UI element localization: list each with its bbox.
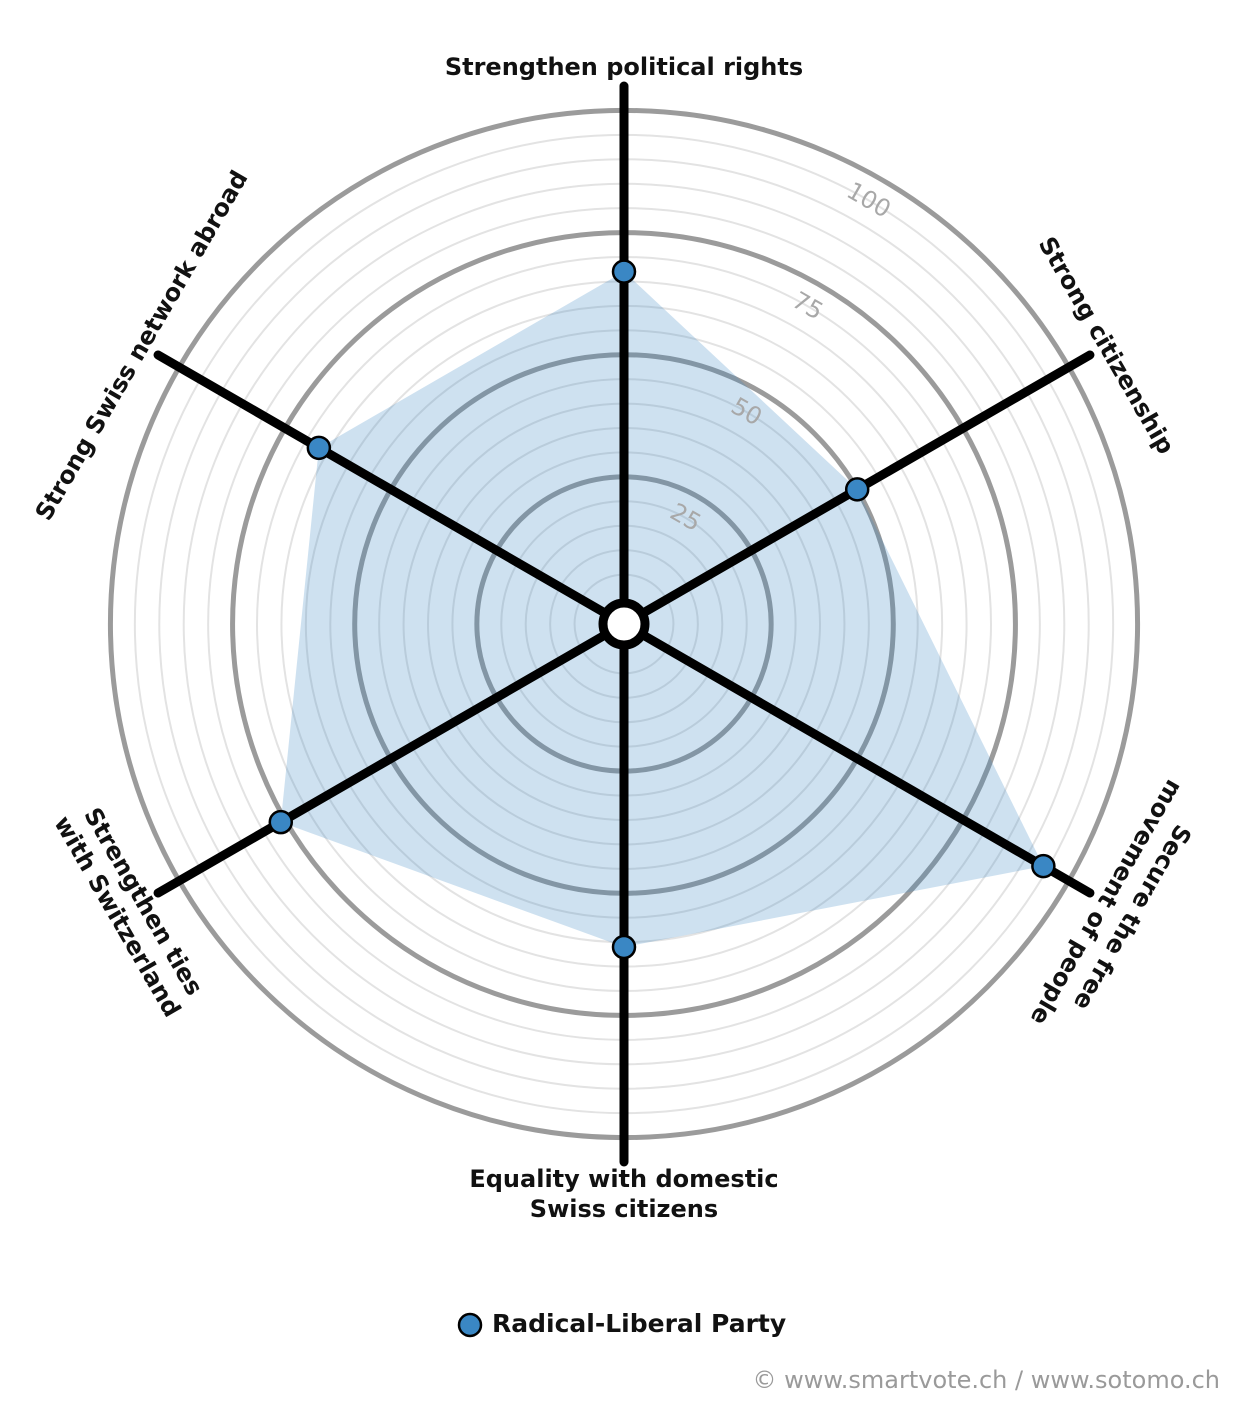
axis-label-line: Strong Swiss network abroad — [30, 166, 254, 526]
area — [280, 271, 1044, 948]
point — [844, 477, 870, 502]
axis-line — [153, 619, 629, 898]
point — [611, 934, 637, 960]
axis-label-line: Swiss citizens — [530, 1195, 718, 1223]
axis-line — [153, 350, 629, 629]
axis-line — [619, 619, 1095, 898]
legend-marker — [457, 1312, 483, 1338]
axis-label-line: Equality with domestic — [469, 1165, 778, 1193]
axis-label: Strong Swiss network abroad — [30, 166, 254, 526]
point — [268, 809, 294, 835]
point — [611, 259, 637, 284]
axis-label: Strengthen political rights — [445, 53, 803, 81]
y-tick-label: 75 — [787, 286, 827, 326]
center-hub — [598, 598, 650, 650]
point — [1031, 853, 1056, 879]
legend-label: Radical-Liberal Party — [492, 1309, 786, 1338]
point — [306, 435, 332, 461]
credit: © www.smartvote.ch / www.sotomo.ch — [752, 1366, 1220, 1394]
axis-label-line: Strengthen political rights — [445, 53, 803, 81]
